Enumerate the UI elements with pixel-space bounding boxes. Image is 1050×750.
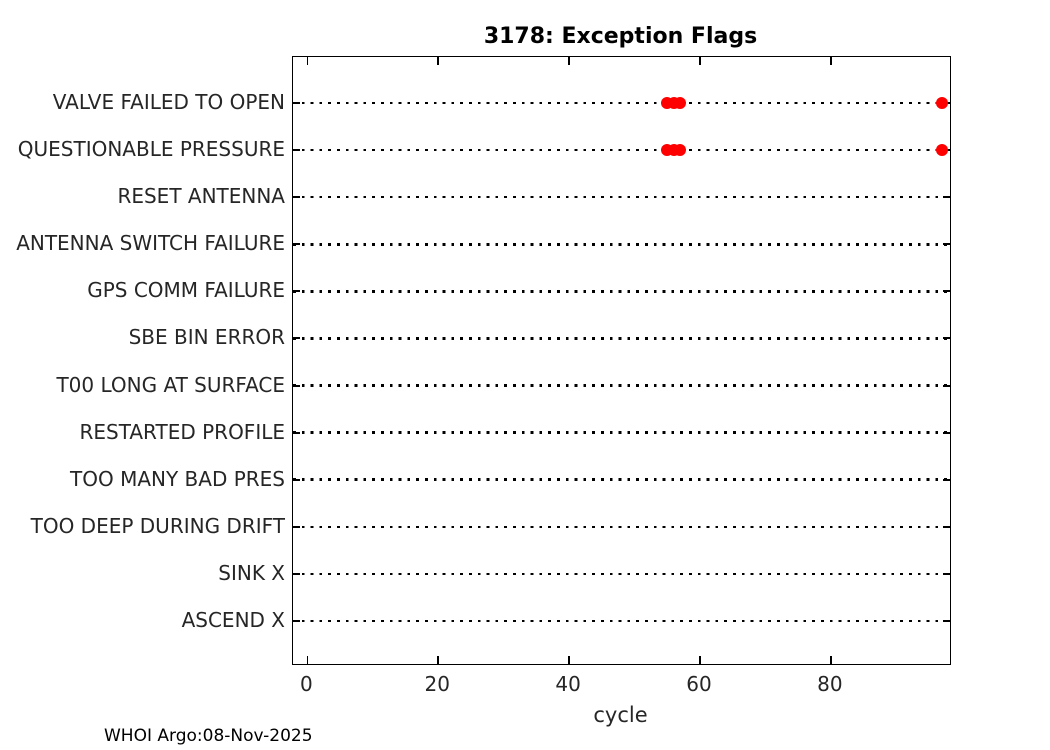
category-dotted-line — [293, 619, 950, 623]
y-tick-left — [293, 384, 300, 387]
x-tick-bottom — [699, 656, 701, 664]
y-category-label: ASCEND X — [181, 607, 285, 632]
category-dotted-line — [293, 478, 950, 481]
category-dotted-line — [293, 101, 950, 105]
y-category-label: VALVE FAILED TO OPEN — [52, 90, 285, 114]
x-tick-label: 40 — [555, 672, 581, 696]
y-tick-right — [943, 619, 950, 622]
category-dotted-line — [293, 337, 950, 340]
category-dotted-line — [293, 195, 950, 199]
data-point-marker — [936, 97, 949, 109]
y-tick-right — [943, 337, 950, 340]
x-tick-bottom — [830, 656, 832, 664]
category-dotted-line — [293, 148, 950, 152]
y-tick-right — [943, 384, 950, 387]
y-tick-right — [943, 478, 950, 481]
x-tick-top — [306, 57, 309, 65]
y-tick-left — [293, 337, 300, 340]
y-tick-left — [293, 431, 300, 434]
x-tick-label: 60 — [686, 672, 712, 696]
y-category-label: QUESTIONABLE PRESSURE — [17, 137, 285, 162]
plot-area — [292, 56, 951, 665]
y-tick-right — [943, 572, 950, 575]
chart-title: 3178: Exception Flags — [483, 24, 758, 49]
y-tick-right — [943, 525, 950, 528]
category-dotted-line — [293, 431, 950, 434]
y-tick-left — [293, 149, 300, 152]
y-category-label: T00 LONG AT SURFACE — [56, 372, 285, 397]
x-tick-bottom — [437, 656, 440, 664]
x-tick-top — [437, 57, 440, 65]
y-tick-left — [293, 290, 300, 293]
y-tick-right — [943, 196, 950, 199]
y-tick-left — [293, 196, 300, 199]
data-point-marker — [936, 144, 949, 157]
y-category-label: ANTENNA SWITCH FAILURE — [16, 231, 285, 256]
y-tick-left — [293, 572, 300, 575]
y-tick-left — [293, 478, 300, 481]
x-tick-bottom — [568, 656, 570, 664]
data-point-marker — [674, 97, 687, 109]
y-category-label: GPS COMM FAILURE — [87, 278, 285, 303]
category-dotted-line — [293, 525, 950, 529]
category-dotted-line — [293, 242, 950, 246]
y-category-label: SBE BIN ERROR — [128, 325, 285, 350]
category-dotted-line — [293, 572, 950, 576]
y-tick-left — [293, 243, 300, 246]
y-tick-right — [943, 431, 950, 434]
x-tick-label: 80 — [817, 672, 843, 696]
y-tick-right — [943, 290, 950, 293]
x-axis-label: cycle — [593, 703, 648, 727]
category-dotted-line — [293, 290, 950, 293]
x-tick-top — [568, 57, 570, 65]
x-tick-top — [699, 57, 701, 65]
category-dotted-line — [293, 384, 950, 387]
y-category-label: TOO DEEP DURING DRIFT — [30, 513, 285, 538]
y-tick-left — [293, 102, 300, 104]
y-category-label: RESTARTED PROFILE — [79, 419, 285, 444]
x-tick-bottom — [306, 656, 309, 664]
x-tick-label: 0 — [300, 672, 313, 696]
watermark-text: WHOI Argo:08-Nov-2025 — [104, 726, 313, 746]
y-category-label: SINK X — [218, 560, 285, 585]
y-category-label: RESET ANTENNA — [117, 184, 285, 209]
data-point-marker — [674, 144, 687, 157]
y-tick-left — [293, 525, 300, 528]
y-category-label: TOO MANY BAD PRES — [70, 466, 285, 491]
y-tick-right — [943, 243, 950, 246]
x-tick-top — [830, 57, 832, 65]
y-tick-left — [293, 619, 300, 622]
x-tick-label: 20 — [424, 672, 450, 696]
